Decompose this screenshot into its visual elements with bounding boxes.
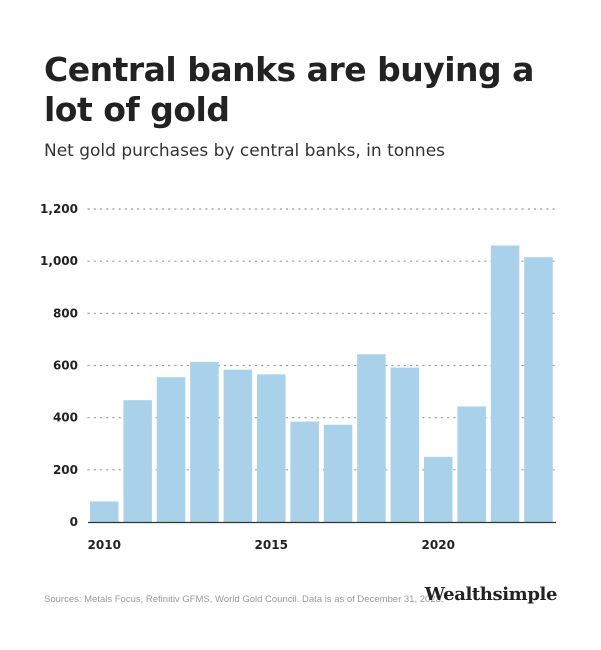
bar-2022	[490, 245, 520, 522]
bar-2013	[190, 361, 219, 522]
y-tick-label: 0	[70, 515, 78, 529]
bar-2023	[524, 257, 553, 522]
brand-logo: Wealthsimple	[424, 584, 558, 605]
bars	[90, 245, 553, 522]
y-tick-label: 800	[53, 306, 78, 320]
bar-2011	[123, 400, 152, 522]
chart-title: Central banks are buying a lot of gold	[44, 50, 534, 129]
x-axis-tick-labels: 2010 2015 2020	[88, 538, 455, 552]
bar-2014	[223, 369, 253, 522]
x-tick-label: 2015	[255, 538, 288, 552]
x-tick-label: 2020	[422, 538, 455, 552]
bar-chart: 0 200 400 600 800 1,000 1,200 2010 2015 2020	[40, 202, 557, 552]
x-tick-label: 2010	[88, 538, 121, 552]
y-axis-tick-labels: 0 200 400 600 800 1,000 1,200	[40, 202, 78, 529]
bar-2020	[424, 456, 453, 522]
bar-2018	[357, 354, 386, 522]
bar-2021	[457, 406, 486, 522]
bar-2019	[390, 367, 420, 522]
bar-2015	[257, 374, 286, 522]
y-tick-label: 1,000	[40, 254, 78, 268]
y-tick-label: 1,200	[40, 202, 78, 216]
y-tick-label: 200	[53, 463, 78, 477]
bar-2017	[323, 424, 353, 522]
bar-2012	[156, 377, 186, 522]
bar-2010	[90, 501, 119, 522]
y-tick-label: 600	[53, 359, 78, 373]
bar-2016	[290, 421, 319, 522]
y-tick-label: 400	[53, 411, 78, 425]
source-note: Sources: Metals Focus, Refinitiv GFMS, W…	[44, 594, 444, 605]
chart-subtitle: Net gold purchases by central banks, in …	[44, 141, 446, 161]
